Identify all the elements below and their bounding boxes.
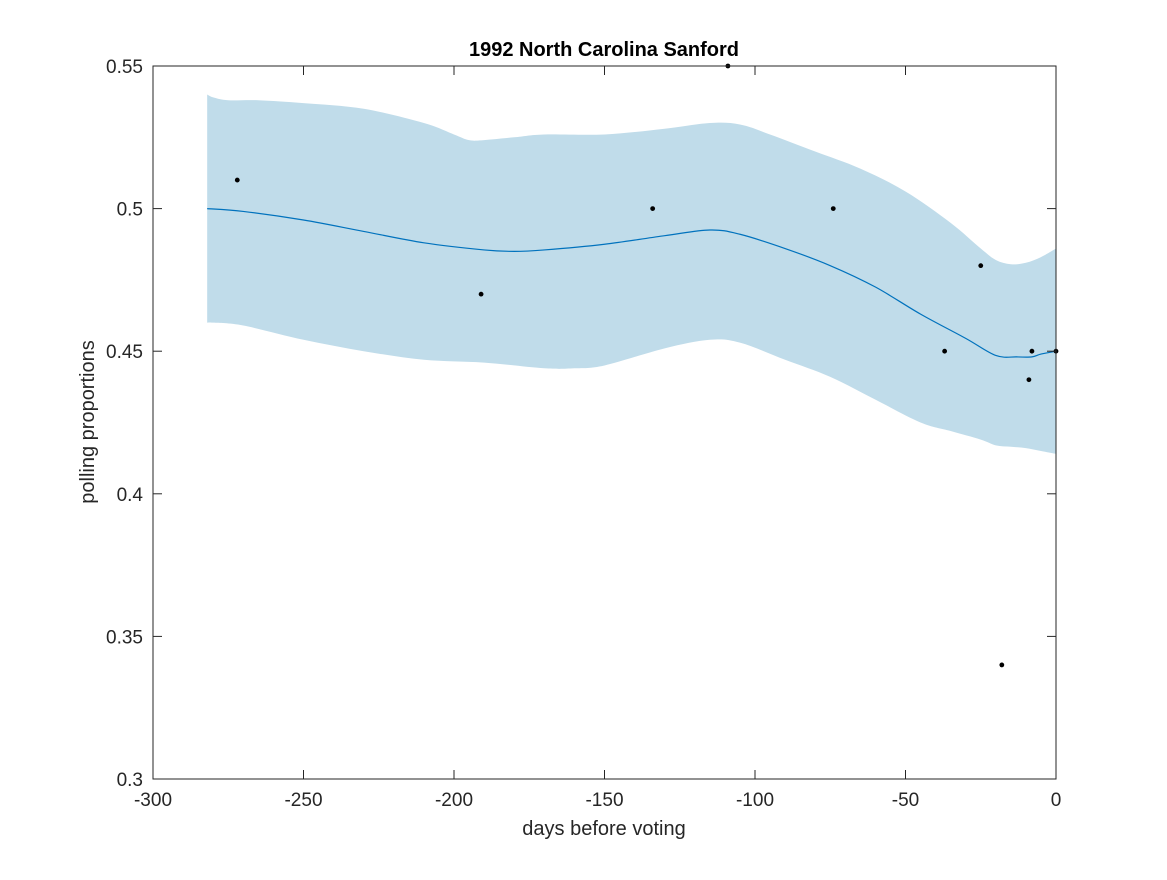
trend-line — [207, 208, 1057, 358]
poll-point — [234, 177, 240, 183]
x-tick-label: -200 — [435, 790, 473, 811]
chart-title: 1992 North Carolina Sanford — [469, 39, 739, 61]
y-tick-label: 0.3 — [117, 770, 143, 791]
y-tick-label: 0.5 — [117, 200, 143, 221]
x-tick-label: 0 — [1051, 790, 1062, 811]
x-tick-label: -150 — [585, 790, 623, 811]
poll-point — [978, 263, 984, 269]
y-tick-label: 0.4 — [117, 485, 144, 506]
poll-point — [1026, 377, 1032, 383]
x-tick-label: -300 — [134, 790, 172, 811]
confidence-band — [207, 94, 1056, 454]
y-axis-label: polling proportions — [77, 340, 99, 503]
poll-point — [478, 291, 484, 297]
x-tick-label: -250 — [284, 790, 322, 811]
y-tick-label: 0.55 — [106, 57, 143, 78]
x-axis-label: days before voting — [522, 818, 685, 840]
y-tick-label: 0.35 — [106, 627, 143, 648]
y-tick-label: 0.45 — [106, 342, 143, 363]
x-tick-label: -100 — [736, 790, 774, 811]
poll-point — [942, 348, 948, 354]
poll-point — [999, 662, 1005, 668]
poll-point — [1029, 348, 1035, 354]
poll-point — [650, 206, 656, 212]
x-tick-label: -50 — [892, 790, 919, 811]
poll-point — [830, 206, 836, 212]
